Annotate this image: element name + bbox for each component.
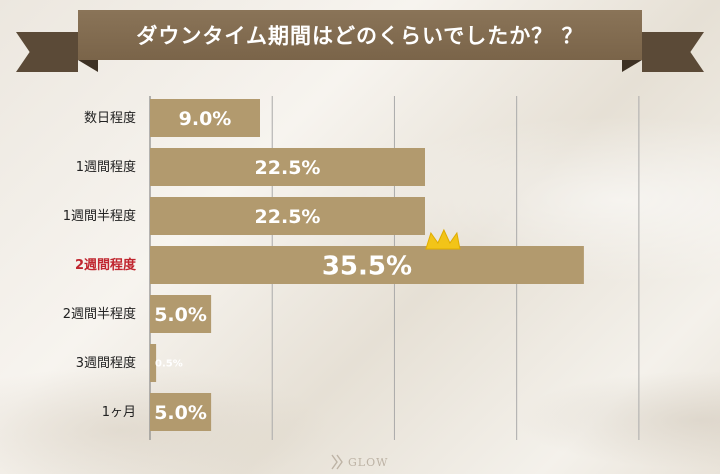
bar — [150, 393, 212, 431]
category-label: 数日程度 — [84, 110, 136, 126]
value-label: 5.0% — [154, 304, 207, 326]
category-label: 3週間程度 — [76, 355, 136, 371]
bar — [150, 148, 425, 186]
ribbon-main: ダウンタイム期間はどのくらいでしたか？ ？ — [78, 10, 642, 60]
glow-logo-icon — [331, 454, 343, 470]
value-label: 9.0% — [179, 108, 232, 130]
category-label: 1ヶ月 — [102, 405, 136, 420]
category-label: 2週間半程度 — [63, 306, 136, 322]
value-label: 0.5% — [155, 359, 183, 370]
value-label: 22.5% — [255, 206, 321, 228]
category-label: 2週間程度 — [75, 257, 137, 273]
bar — [150, 99, 260, 137]
bar — [150, 197, 425, 235]
glow-logo: GLOW — [330, 452, 388, 472]
chart-title: ダウンタイム期間はどのくらいでしたか？ ？ — [136, 24, 584, 48]
value-label: 5.0% — [154, 402, 207, 424]
bar — [150, 295, 212, 333]
bar — [150, 344, 157, 382]
category-label: 1週間程度 — [76, 159, 136, 175]
value-label: 22.5% — [255, 157, 321, 179]
title-banner: ダウンタイム期間はどのくらいでしたか？ ？ — [0, 0, 720, 80]
value-label: 35.5% — [322, 251, 412, 281]
glow-logo-text: GLOW — [348, 455, 389, 469]
bar — [150, 246, 584, 284]
crown-icon — [425, 228, 461, 250]
category-label: 1週間半程度 — [63, 208, 136, 224]
